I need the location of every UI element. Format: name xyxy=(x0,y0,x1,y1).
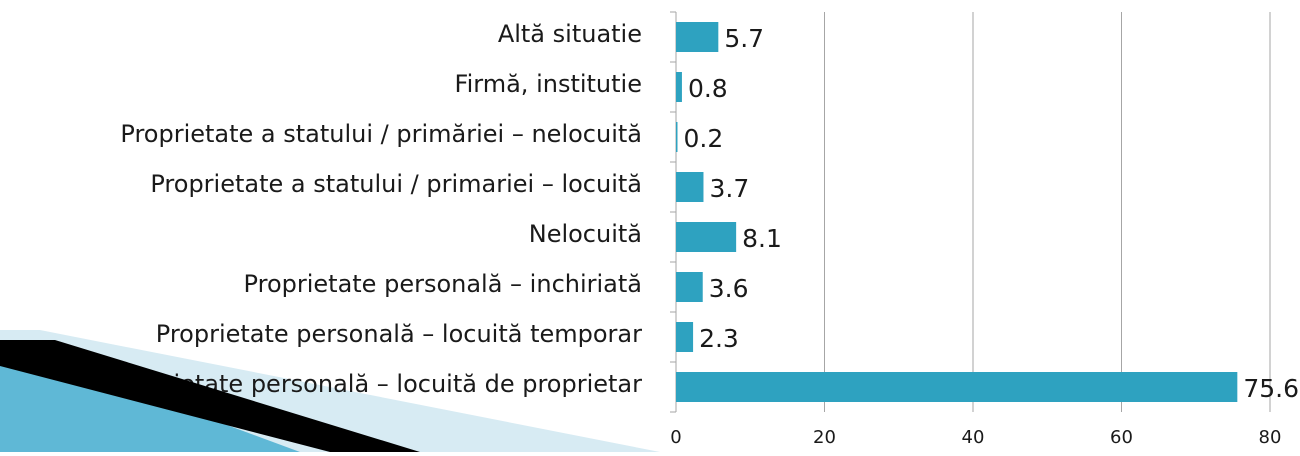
bar xyxy=(676,72,682,102)
y-tick-label: Firmă, institutie xyxy=(455,70,642,98)
x-tick-label: 20 xyxy=(813,427,836,448)
value-label: 2.3 xyxy=(699,324,739,353)
bar xyxy=(676,372,1237,402)
y-tick-label: Proprietate a statului / primariei – loc… xyxy=(150,170,642,198)
x-tick-label: 80 xyxy=(1259,427,1282,448)
y-tick-label: Proprietate personală – inchiriată xyxy=(244,270,642,298)
x-tick-label: 40 xyxy=(962,427,985,448)
value-label: 3.6 xyxy=(709,274,749,303)
value-label: 5.7 xyxy=(724,24,764,53)
bar xyxy=(676,122,677,152)
value-label: 0.2 xyxy=(683,124,723,153)
bar xyxy=(676,172,703,202)
value-label: 0.8 xyxy=(688,74,728,103)
bar xyxy=(676,272,703,302)
value-label: 8.1 xyxy=(742,224,782,253)
y-tick-label: Proprietate a statului / primăriei – nel… xyxy=(120,120,642,148)
x-tick-label: 60 xyxy=(1110,427,1133,448)
value-label: 3.7 xyxy=(709,174,749,203)
plot: 0 20 40 60 80 Altă situatie 5.7 Firmă, institut… xyxy=(110,12,1299,448)
y-tick-label: Nelocuită xyxy=(529,220,642,248)
bar xyxy=(676,322,693,352)
page: 0 20 40 60 80 Altă situatie 5.7 Firmă, institut… xyxy=(0,0,1300,452)
y-tick-label: Proprietate personală – locuită temporar xyxy=(156,320,642,348)
value-label: 75.6 xyxy=(1243,374,1299,403)
chart: 0 20 40 60 80 Altă situatie 5.7 Firmă, institut… xyxy=(0,0,1300,452)
bar xyxy=(676,222,736,252)
x-tick-label: 0 xyxy=(670,427,681,448)
bar xyxy=(676,22,718,52)
y-tick-label: Altă situatie xyxy=(498,20,642,48)
